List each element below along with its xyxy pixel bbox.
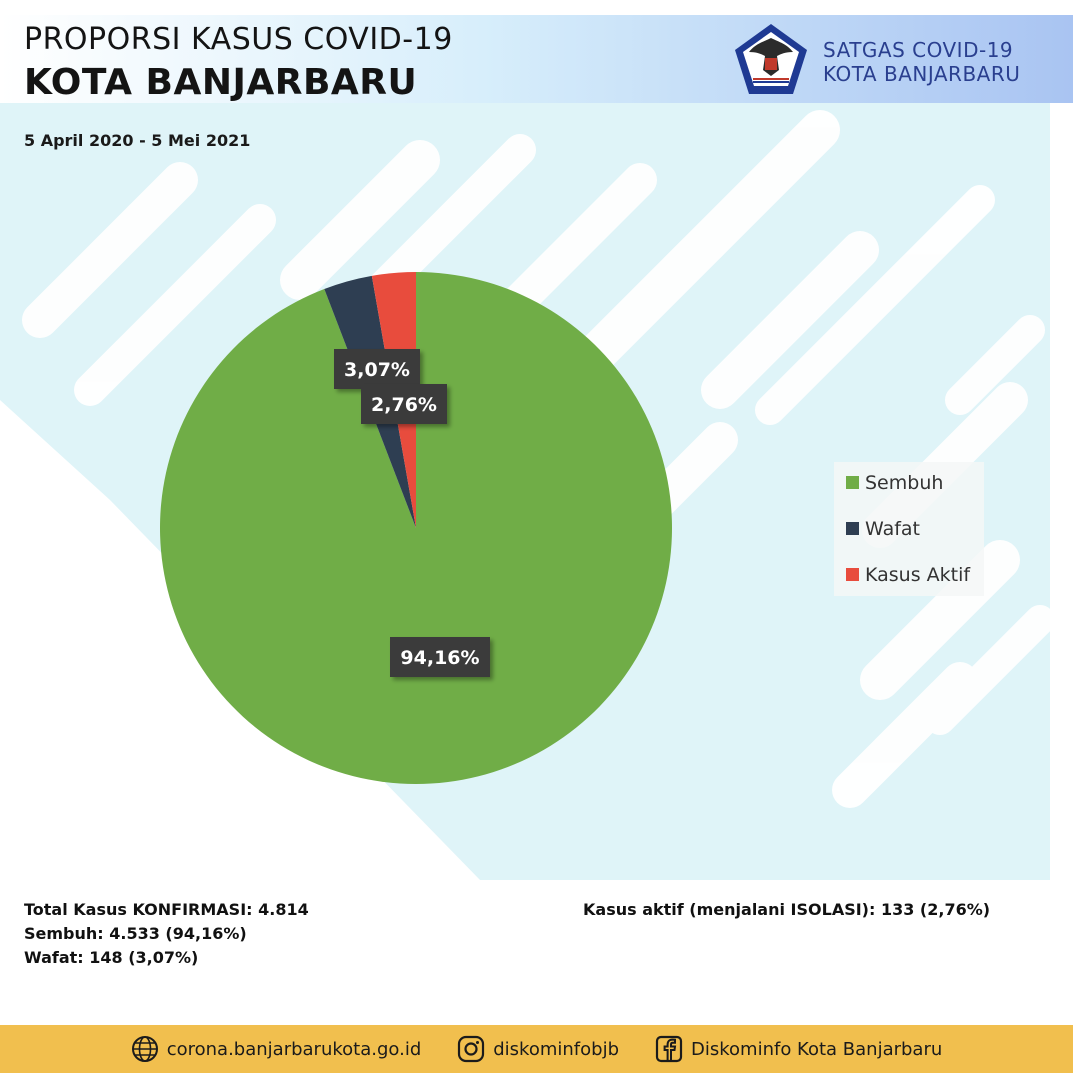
- instagram-icon: [458, 1035, 485, 1063]
- data-label-box: [390, 637, 490, 677]
- org-name-line2: KOTA BANJARBARU: [823, 62, 1021, 86]
- instagram-text: diskominfobjb: [493, 1038, 619, 1060]
- total-cases: Total Kasus KONFIRMASI: 4.814: [24, 900, 309, 919]
- legend-label-sembuh: Sembuh: [865, 472, 943, 494]
- footer-website[interactable]: corona.banjarbarukota.go.id: [131, 1035, 422, 1063]
- data-label-wafat: 3,07%: [334, 349, 420, 389]
- website-text: corona.banjarbarukota.go.id: [166, 1038, 422, 1060]
- globe-icon: [131, 1036, 158, 1062]
- pie-labels: 94,16% 3,07% 2,76%: [334, 349, 490, 677]
- garuda-emblem-icon: [733, 22, 809, 96]
- death-cases: Wafat: 148 (3,07%): [24, 948, 199, 967]
- footer: corona.banjarbarukota.go.id diskominfobj…: [0, 1025, 1073, 1073]
- legend-label-kasus-aktif: Kasus Aktif: [865, 564, 971, 586]
- data-label-kasus-aktif: 2,76%: [361, 384, 447, 424]
- data-label-box: [334, 349, 420, 389]
- stats-summary: Total Kasus KONFIRMASI: 4.814 Sembuh: 4.…: [24, 898, 309, 970]
- page-title: PROPORSI KASUS COVID-19: [24, 22, 453, 57]
- legend-swatch-wafat: [846, 522, 859, 535]
- active-cases: Kasus aktif (menjalani ISOLASI): 133 (2,…: [583, 900, 991, 919]
- footer-instagram[interactable]: diskominfobjb: [457, 1035, 619, 1063]
- legend-swatch-sembuh: [846, 476, 859, 489]
- data-label-box: [361, 384, 447, 424]
- chart-legend: Sembuh Wafat Kasus Aktif: [834, 462, 984, 596]
- data-label-text: 2,76%: [371, 394, 437, 416]
- legend-swatch-kasus-aktif: [846, 568, 859, 581]
- recovered-cases: Sembuh: 4.533 (94,16%): [24, 924, 247, 943]
- data-label-text: 3,07%: [344, 359, 410, 381]
- data-label-text: 94,16%: [400, 647, 479, 669]
- data-label-sembuh: 94,16%: [390, 637, 490, 677]
- footer-facebook[interactable]: Diskominfo Kota Banjarbaru: [655, 1035, 942, 1063]
- page-subtitle: KOTA BANJARBARU: [24, 62, 418, 103]
- pie-slices: [159, 272, 672, 784]
- facebook-icon: [655, 1035, 683, 1063]
- header-band: [0, 15, 1073, 103]
- org-name-line1: SATGAS COVID-19: [823, 38, 1014, 62]
- facebook-text: Diskominfo Kota Banjarbaru: [691, 1038, 943, 1060]
- date-range: 5 April 2020 - 5 Mei 2021: [24, 131, 251, 150]
- legend-label-wafat: Wafat: [865, 518, 920, 540]
- pie-slice-sembuh: [159, 272, 672, 784]
